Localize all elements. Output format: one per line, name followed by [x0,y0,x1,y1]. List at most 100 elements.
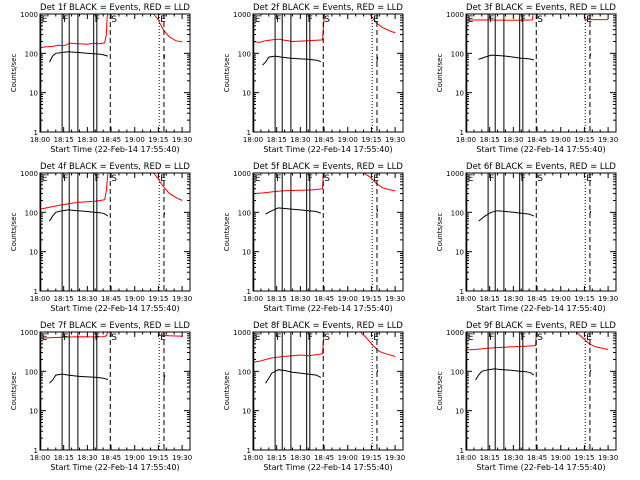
y-tick-label: 1000 [446,329,464,337]
y-axis-label: Counts/sec [436,372,444,411]
events-series-line [265,369,322,384]
plot-frame [252,13,404,133]
x-tick-label: 18:00 [456,136,476,144]
lld-series-line [465,331,538,351]
panel-title: Det 9f BLACK = Events, RED = LLD [466,321,616,331]
events-series-line-tail [376,209,379,213]
y-tick-label: 100 [25,368,38,376]
marker-label: S [111,174,117,184]
x-tick-label: 18:30 [290,295,310,303]
y-tick-label: 100 [451,209,464,217]
x-tick-label: 18:30 [290,454,310,462]
x-axis-label: Start Time (22-Feb-14 17:55:40) [50,304,179,313]
x-tick-label: 19:30 [172,454,192,462]
panel-title: Det 3f BLACK = Events, RED = LLD [466,3,616,13]
x-axis-label: Start Time (22-Feb-14 17:55:40) [50,463,179,472]
lld-series-line [39,13,109,49]
lld-series-line [252,172,325,195]
x-tick-label: 19:15 [361,454,381,462]
x-tick-label: 19:30 [598,136,618,144]
events-series-line [478,54,535,61]
x-tick-label: 18:45 [314,295,334,303]
panel-title: Det 2f BLACK = Events, RED = LLD [253,3,403,13]
marker-label: S [324,333,330,343]
marker-label: E [586,174,592,184]
plot-frame [465,13,617,133]
y-tick-label: 10 [242,249,251,257]
marker-label: E [42,333,48,343]
y-tick-label: 1000 [20,329,38,337]
detector-panel-6: Det 6f BLACK = Events, RED = LLDEFFSE110… [436,162,618,313]
marker-label: E [42,15,48,25]
lld-series-line [39,172,109,210]
events-series-line [49,209,109,222]
x-tick-label: 18:30 [77,295,97,303]
marker-label: E [373,15,379,25]
marker-label: S [537,174,543,184]
marker-label: S [537,333,543,343]
x-tick-label: 19:00 [338,295,358,303]
marker-label: F [63,333,68,343]
y-axis-label: Counts/sec [223,213,231,252]
plot-frame [39,13,191,133]
x-tick-label: 19:15 [148,454,168,462]
x-tick-label: 19:00 [125,136,145,144]
lld-series-line-tail [153,172,183,201]
plot-frame [252,172,404,292]
y-tick-label: 1 [34,288,38,296]
x-tick-label: 18:15 [480,454,500,462]
x-tick-label: 18:15 [54,136,74,144]
x-tick-label: 18:00 [243,295,263,303]
plot-frame [252,331,404,451]
y-tick-label: 10 [29,90,38,98]
y-tick-label: 10 [455,249,464,257]
panel-title: Det 1f BLACK = Events, RED = LLD [40,3,190,13]
y-tick-label: 10 [29,408,38,416]
y-tick-label: 1000 [233,170,251,178]
y-tick-label: 10 [455,408,464,416]
marker-label: S [324,174,330,184]
x-tick-label: 18:45 [527,295,547,303]
marker-label: E [160,333,166,343]
y-tick-label: 1 [34,129,38,137]
marker-label: E [255,333,261,343]
x-tick-label: 18:15 [480,136,500,144]
x-tick-label: 18:00 [243,454,263,462]
marker-label: F [63,15,68,25]
y-axis-label: Counts/sec [436,213,444,252]
detector-panel-5: Det 5f BLACK = Events, RED = LLDEFFSE110… [223,162,405,313]
x-tick-label: 19:15 [574,295,594,303]
marker-label: E [586,15,592,25]
x-tick-label: 19:00 [551,295,571,303]
marker-label: E [373,174,379,184]
x-tick-label: 18:00 [243,136,263,144]
y-tick-label: 10 [455,90,464,98]
x-tick-label: 18:00 [30,295,50,303]
y-tick-label: 1000 [446,11,464,19]
detector-panel-2: Det 2f BLACK = Events, RED = LLDEFFSE110… [223,3,405,154]
x-tick-label: 18:15 [480,295,500,303]
marker-label: S [324,15,330,25]
x-tick-label: 18:15 [267,295,287,303]
marker-label: F [276,333,281,343]
x-axis-label: Start Time (22-Feb-14 17:55:40) [476,304,605,313]
x-tick-label: 19:15 [574,136,594,144]
x-tick-label: 18:45 [527,136,547,144]
x-tick-label: 18:00 [30,136,50,144]
x-axis-label: Start Time (22-Feb-14 17:55:40) [50,145,179,154]
y-tick-label: 10 [242,90,251,98]
x-axis-label: Start Time (22-Feb-14 17:55:40) [476,145,605,154]
y-tick-label: 100 [238,209,251,217]
y-axis-label: Counts/sec [436,54,444,93]
x-tick-label: 19:30 [385,454,405,462]
x-tick-label: 18:15 [54,454,74,462]
x-axis-label: Start Time (22-Feb-14 17:55:40) [263,463,392,472]
marker-label: E [468,174,474,184]
x-tick-label: 18:00 [456,454,476,462]
events-series-line [475,368,535,381]
lld-series-line-tail [153,13,183,43]
x-tick-label: 19:15 [148,295,168,303]
y-tick-label: 10 [242,408,251,416]
detector-panel-8: Det 8f BLACK = Events, RED = LLDEFFSE110… [223,321,405,472]
y-axis-label: Counts/sec [10,54,18,93]
